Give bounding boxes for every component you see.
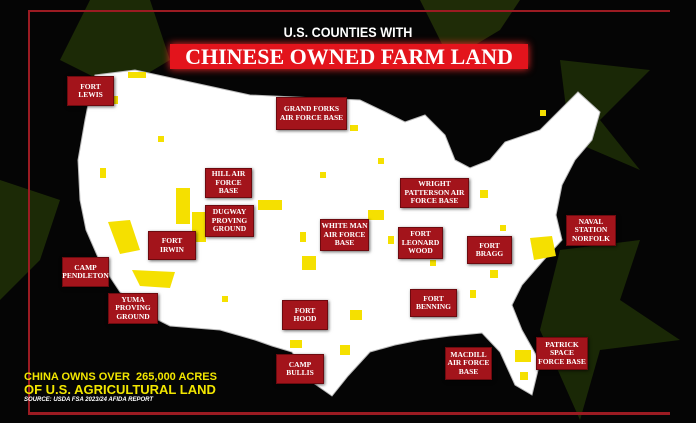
page-title: CHINESE OWNED FARM LAND: [170, 44, 528, 69]
label-whiteman-afb: WHITE MAN AIR FORCE BASE: [320, 219, 369, 251]
star-shape: [0, 180, 60, 300]
label-fort-bragg: FORT BRAGG: [467, 236, 512, 264]
label-fort-hood: FORT HOOD: [282, 300, 328, 330]
label-macdill-afb: MACDILL AIR FORCE BASE: [445, 347, 492, 380]
acreage-statement: CHINA OWNS OVER 265,000 ACRES OF U.S. AG…: [24, 371, 217, 397]
label-fort-lewis: FORT LEWIS: [67, 76, 114, 106]
label-hill-afb: HILL AIR FORCE BASE: [205, 168, 252, 198]
county-highlights: [100, 72, 556, 380]
label-dugway: DUGWAY PROVING GROUND: [205, 205, 254, 237]
label-fort-leonard-wood: FORT LEONARD WOOD: [398, 227, 443, 259]
label-fort-irwin: FORT IRWIN: [148, 231, 196, 260]
subtitle: U.S. COUNTIES WITH: [283, 24, 413, 40]
label-yuma: YUMA PROVING GROUND: [108, 293, 158, 324]
label-camp-bullis: CAMP BULLIS: [276, 354, 324, 384]
label-wright-patterson: WRIGHT PATTERSON AIR FORCE BASE: [400, 178, 469, 208]
source-note: SOURCE: USDA FSA 2023/24 AFIDA REPORT: [24, 397, 154, 403]
acreage-line-1: CHINA OWNS OVER 265,000 ACRES: [24, 371, 217, 383]
label-grand-forks: GRAND FORKS AIR FORCE BASE: [276, 97, 347, 130]
label-fort-benning: FORT BENNING: [410, 289, 457, 317]
red-frame: [28, 10, 670, 415]
label-camp-pendleton: CAMP PENDLETON: [62, 257, 109, 287]
label-patrick-sfb: PATRICK SPACE FORCE BASE: [536, 337, 588, 370]
label-norfolk: NAVAL STATION NORFOLK: [566, 215, 616, 246]
star-shape: [540, 240, 680, 420]
star-shape: [60, 0, 170, 90]
acreage-line-2: OF U.S. AGRICULTURAL LAND: [24, 382, 216, 397]
